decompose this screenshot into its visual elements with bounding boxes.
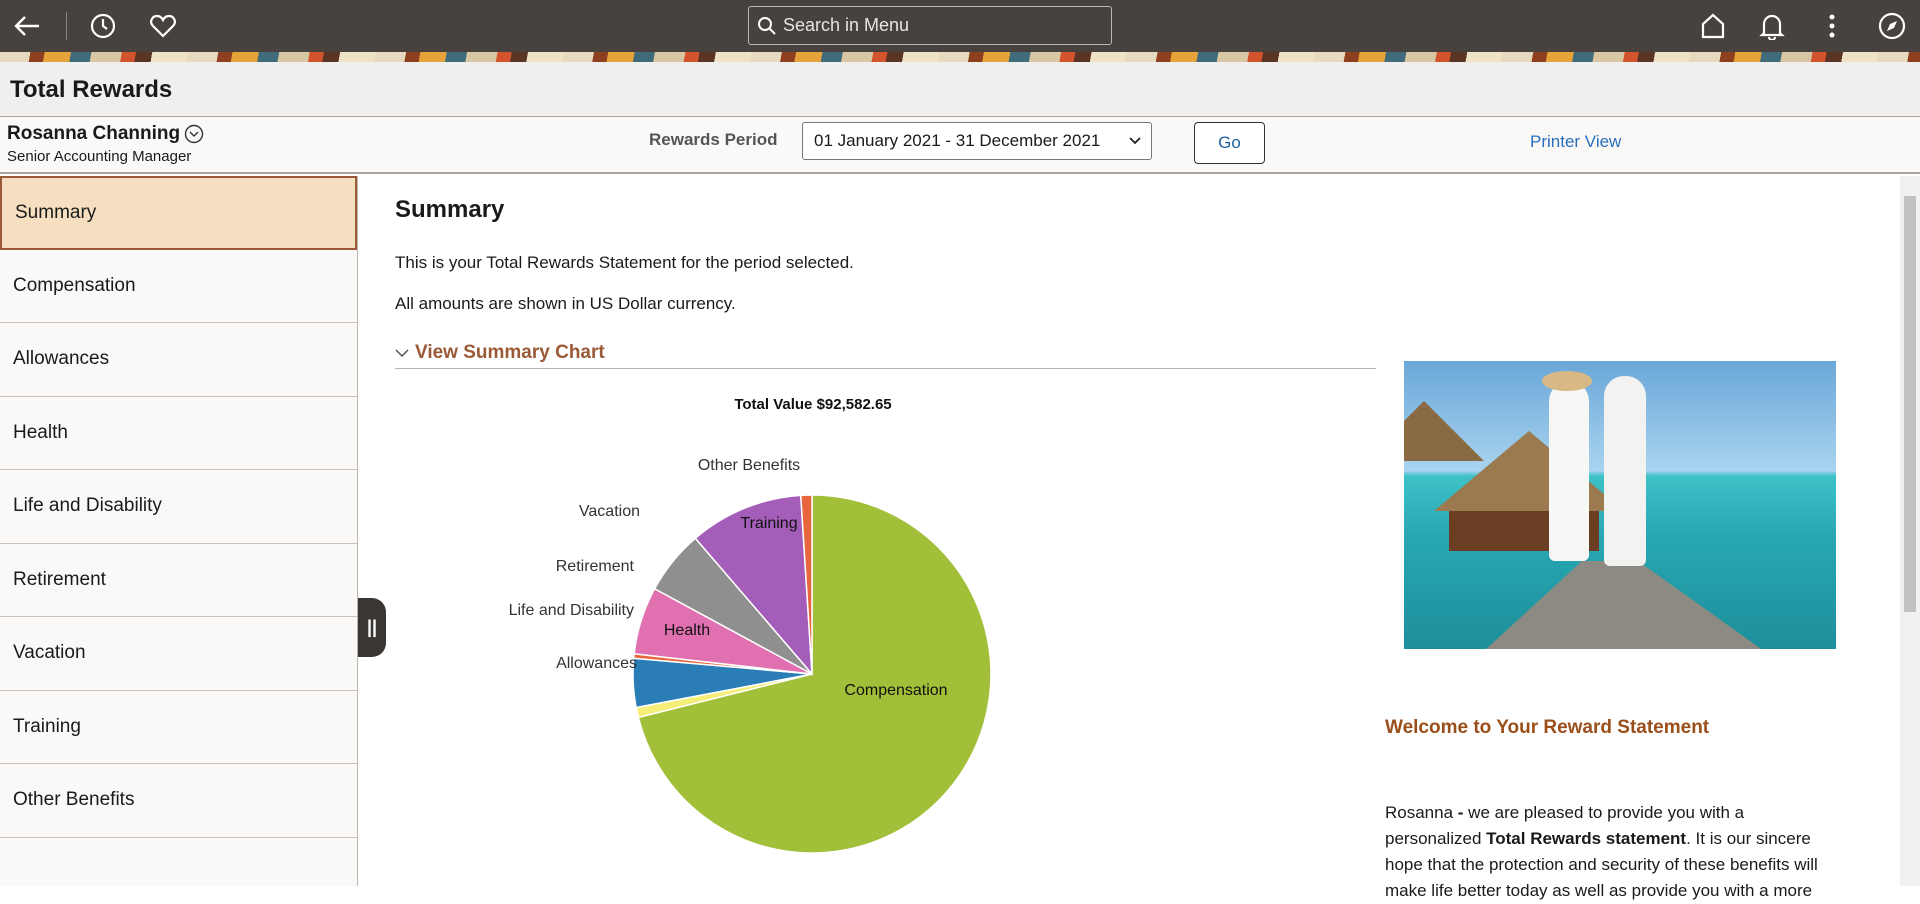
chart-title: Total Value $92,582.65 xyxy=(734,396,891,413)
sidebar-item-label: Retirement xyxy=(13,568,106,590)
pie-label: Compensation xyxy=(844,682,947,699)
pie-slice-other-benefits[interactable] xyxy=(799,494,813,675)
pie-label: Vacation xyxy=(579,503,640,520)
para-bold: Total Rewards statement xyxy=(1486,829,1687,848)
search-placeholder: Search in Menu xyxy=(783,15,910,35)
user-context-bar: Rosanna Channing Senior Accounting Manag… xyxy=(0,117,1920,174)
sidebar-item-vacation[interactable]: Vacation xyxy=(0,617,357,691)
summary-pie-chart: Total Value $92,582.65 Compensation Allow… xyxy=(509,396,992,854)
rewards-period-value: 01 January 2021 - 31 December 2021 xyxy=(814,131,1101,150)
sidebar-nav: Summary Compensation Allowances Health Life … xyxy=(0,176,358,886)
pie-label: Training xyxy=(740,515,797,532)
sidebar-item-label: Compensation xyxy=(13,274,136,296)
sidebar-item-other-benefits[interactable]: Other Benefits xyxy=(0,764,357,838)
sidebar-item-label: Training xyxy=(13,715,81,737)
top-navigation-bar: Search in Menu xyxy=(0,0,1920,52)
sidebar-item-summary[interactable]: Summary xyxy=(0,176,357,250)
sidebar-item-label: Life and Disability xyxy=(13,495,162,517)
search-menu-input[interactable]: Search in Menu xyxy=(748,6,1112,45)
welcome-heading: Welcome to Your Reward Statement xyxy=(1385,717,1710,738)
pie-label: Allowances xyxy=(556,655,637,672)
sidebar-item-label: Other Benefits xyxy=(13,789,135,811)
pie-slice-compensation[interactable] xyxy=(637,494,992,854)
pie-label: Other Benefits xyxy=(698,457,800,474)
scrollbar-thumb[interactable] xyxy=(1904,196,1916,612)
printer-view-link[interactable]: Printer View xyxy=(1530,132,1622,151)
pie-label: Health xyxy=(664,622,710,639)
pie-label: Life and Disability xyxy=(509,602,634,619)
chevron-down-icon xyxy=(1129,137,1141,145)
favorites-heart-icon[interactable] xyxy=(147,10,179,42)
back-arrow-icon[interactable] xyxy=(11,10,43,42)
rewards-period-label: Rewards Period xyxy=(649,130,778,149)
sidebar-item-label: Summary xyxy=(15,201,97,223)
user-name: Rosanna Channing xyxy=(7,123,181,144)
vertical-scrollbar[interactable] xyxy=(1900,176,1920,886)
main-content: Summary This is your Total Rewards State… xyxy=(359,176,1900,900)
beach-couple-photo xyxy=(1404,361,1836,649)
user-name-dropdown[interactable]: Rosanna Channing xyxy=(7,123,204,145)
bell-icon[interactable] xyxy=(1756,10,1788,42)
compass-icon[interactable] xyxy=(1876,10,1908,42)
history-icon[interactable] xyxy=(87,10,119,42)
sidebar-item-training[interactable]: Training xyxy=(0,690,357,764)
view-summary-chart-toggle[interactable]: View Summary Chart xyxy=(395,342,605,364)
para-text-a: we are pleased to provide you with a per… xyxy=(1385,803,1745,848)
chevron-down-icon xyxy=(395,348,409,357)
user-job-title: Senior Accounting Manager xyxy=(7,148,192,165)
decorative-banner xyxy=(0,52,1920,62)
pie-label: Retirement xyxy=(556,558,635,575)
welcome-paragraph: Rosanna - we are pleased to provide you … xyxy=(1385,800,1845,904)
intro-text: This is your Total Rewards Statement for… xyxy=(395,253,854,272)
sidebar-item-label: Vacation xyxy=(13,642,86,664)
rewards-period-select[interactable]: 01 January 2021 - 31 December 2021 xyxy=(802,122,1152,160)
sidebar-item-label: Health xyxy=(13,421,68,443)
divider xyxy=(395,368,1376,369)
sidebar-item-label: Allowances xyxy=(13,348,110,370)
sidebar-item-compensation[interactable]: Compensation xyxy=(0,249,357,323)
page-title: Total Rewards xyxy=(10,76,173,103)
home-icon[interactable] xyxy=(1697,10,1729,42)
section-heading: Summary xyxy=(395,196,505,223)
para-dash: - xyxy=(1453,803,1469,822)
pie-slice-training[interactable] xyxy=(694,494,813,677)
search-icon xyxy=(758,16,776,35)
more-dots-icon[interactable] xyxy=(1816,10,1848,42)
sidebar-item-health[interactable]: Health xyxy=(0,396,357,470)
go-button[interactable]: Go xyxy=(1194,122,1265,164)
sidebar-item-allowances[interactable]: Allowances xyxy=(0,323,357,397)
collapse-sidebar-handle[interactable]: || xyxy=(358,598,386,657)
chevron-down-circle-icon[interactable] xyxy=(184,124,204,144)
page-title-bar: Total Rewards xyxy=(0,62,1920,117)
toggle-label: View Summary Chart xyxy=(415,342,605,363)
sidebar-item-life-and-disability[interactable]: Life and Disability xyxy=(0,470,357,544)
divider xyxy=(66,12,67,40)
currency-note: All amounts are shown in US Dollar curre… xyxy=(395,294,736,313)
sidebar-item-retirement[interactable]: Retirement xyxy=(0,543,357,617)
para-name: Rosanna xyxy=(1385,803,1454,822)
